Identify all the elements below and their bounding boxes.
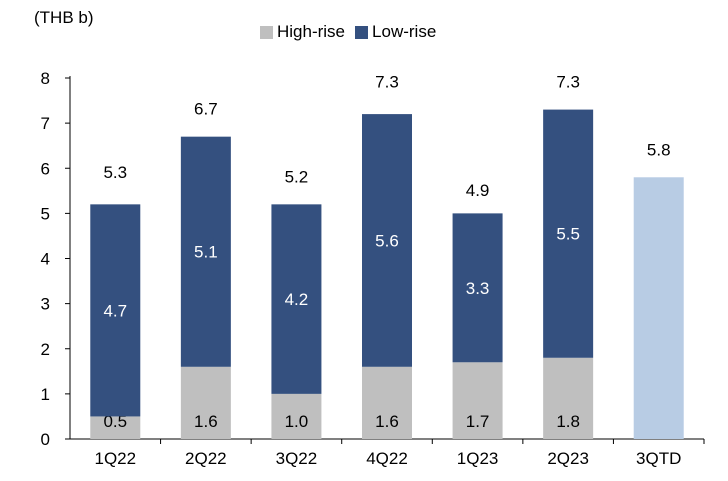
y-tick-label: 7 <box>41 114 50 133</box>
bar-segment-low-rise <box>452 213 503 363</box>
bar-segment-low-rise <box>271 204 322 394</box>
total-data-label: 7.3 <box>375 73 399 92</box>
y-tick-label: 3 <box>41 295 50 314</box>
legend-swatch-high-rise <box>260 25 273 39</box>
bar-segment-low-rise <box>362 114 412 367</box>
segment-data-label: 0.5 <box>103 412 127 431</box>
segment-data-label: 1.0 <box>285 412 309 431</box>
bar-segment-high-rise <box>90 416 141 439</box>
x-tick-label: 1Q23 <box>457 449 499 468</box>
x-tick-label: 3QTD <box>636 449 681 468</box>
segment-data-label: 4.7 <box>103 301 127 320</box>
bar-segment-high-rise <box>452 362 503 439</box>
total-data-label: 5.3 <box>103 163 127 182</box>
legend-label-low-rise: Low-rise <box>372 22 437 41</box>
y-tick-label: 5 <box>41 204 50 223</box>
segment-data-label: 1.6 <box>194 412 218 431</box>
bar-segment-low-rise <box>180 136 231 367</box>
x-tick-label: 2Q23 <box>547 449 589 468</box>
legend: High-rise Low-rise <box>260 22 446 42</box>
x-tick-label: 4Q22 <box>366 449 408 468</box>
x-tick-label: 2Q22 <box>185 449 227 468</box>
x-tick-label: 1Q22 <box>94 449 136 468</box>
y-tick-label: 8 <box>41 69 50 88</box>
y-tick-label: 2 <box>41 340 50 359</box>
segment-data-label: 5.1 <box>194 243 218 262</box>
segment-data-label: 3.3 <box>466 279 490 298</box>
total-data-label: 7.3 <box>556 73 580 92</box>
segment-data-label: 4.2 <box>285 290 309 309</box>
legend-item-low-rise: Low-rise <box>355 22 436 42</box>
bar-segment-high-rise <box>180 366 231 439</box>
segment-data-label: 1.7 <box>466 412 490 431</box>
segment-data-label: 1.6 <box>375 412 399 431</box>
bar-3qtd <box>633 177 684 439</box>
legend-item-high-rise: High-rise <box>260 22 345 42</box>
y-tick-label: 4 <box>41 250 50 269</box>
segment-data-label: 5.6 <box>375 231 399 250</box>
total-data-label: 6.7 <box>194 100 218 119</box>
y-tick-label: 6 <box>41 159 50 178</box>
total-data-label: 5.2 <box>285 167 309 186</box>
legend-swatch-low-rise <box>355 25 369 39</box>
total-data-label: 4.9 <box>466 181 490 200</box>
unit-label: (THB b) <box>34 8 94 27</box>
segment-data-label: 1.8 <box>556 412 580 431</box>
y-tick-label: 0 <box>41 430 50 449</box>
bar-segment-high-rise <box>543 357 594 439</box>
bar-segment-low-rise <box>543 109 594 358</box>
legend-label-high-rise: High-rise <box>277 22 346 41</box>
x-tick-label: 3Q22 <box>276 449 318 468</box>
bar-segment-low-rise <box>90 204 141 417</box>
bar-segment-high-rise <box>271 393 322 439</box>
y-tick-label: 1 <box>41 385 50 404</box>
total-data-label: 5.8 <box>647 140 671 159</box>
segment-data-label: 5.5 <box>556 225 580 244</box>
bar-segment-high-rise <box>362 366 412 439</box>
